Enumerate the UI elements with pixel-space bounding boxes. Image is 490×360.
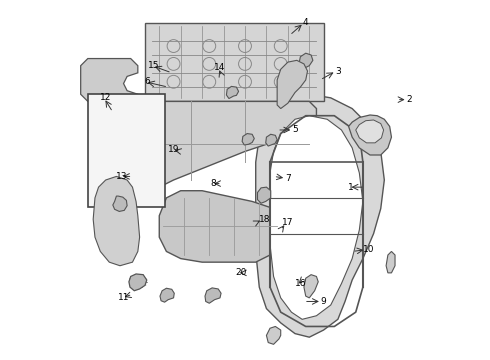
Bar	[88, 94, 165, 207]
Polygon shape	[242, 134, 254, 145]
Text: 4: 4	[303, 18, 309, 27]
Text: 11: 11	[118, 293, 129, 302]
Text: 6: 6	[144, 77, 149, 86]
Polygon shape	[81, 59, 138, 102]
Text: 16: 16	[294, 279, 306, 288]
Polygon shape	[113, 196, 127, 211]
Text: 17: 17	[282, 219, 294, 228]
Polygon shape	[226, 86, 239, 99]
Text: 3: 3	[335, 67, 341, 76]
Polygon shape	[386, 251, 395, 273]
Text: 10: 10	[363, 245, 374, 254]
Polygon shape	[298, 53, 313, 69]
Text: 15: 15	[148, 61, 160, 70]
Polygon shape	[160, 288, 174, 302]
Polygon shape	[266, 134, 277, 146]
Polygon shape	[129, 274, 147, 291]
Polygon shape	[131, 102, 317, 187]
Text: 2: 2	[407, 95, 412, 104]
Text: 7: 7	[285, 174, 291, 183]
Text: 8: 8	[210, 179, 216, 188]
Polygon shape	[140, 171, 162, 203]
Polygon shape	[205, 288, 221, 303]
Text: 18: 18	[259, 215, 270, 224]
Polygon shape	[256, 94, 384, 337]
Polygon shape	[277, 60, 308, 109]
Text: 20: 20	[236, 268, 247, 277]
Polygon shape	[159, 191, 281, 262]
Text: 1: 1	[347, 183, 353, 192]
Polygon shape	[145, 23, 323, 102]
Polygon shape	[348, 115, 392, 155]
Polygon shape	[270, 116, 363, 319]
Polygon shape	[93, 176, 140, 266]
Polygon shape	[304, 275, 318, 298]
Polygon shape	[267, 327, 281, 344]
Text: 13: 13	[116, 172, 127, 181]
Text: 5: 5	[292, 126, 298, 135]
Polygon shape	[356, 120, 384, 143]
Text: 14: 14	[214, 63, 226, 72]
Text: 9: 9	[321, 297, 326, 306]
Polygon shape	[258, 187, 270, 203]
Text: 19: 19	[168, 145, 179, 154]
Text: 12: 12	[100, 93, 111, 102]
